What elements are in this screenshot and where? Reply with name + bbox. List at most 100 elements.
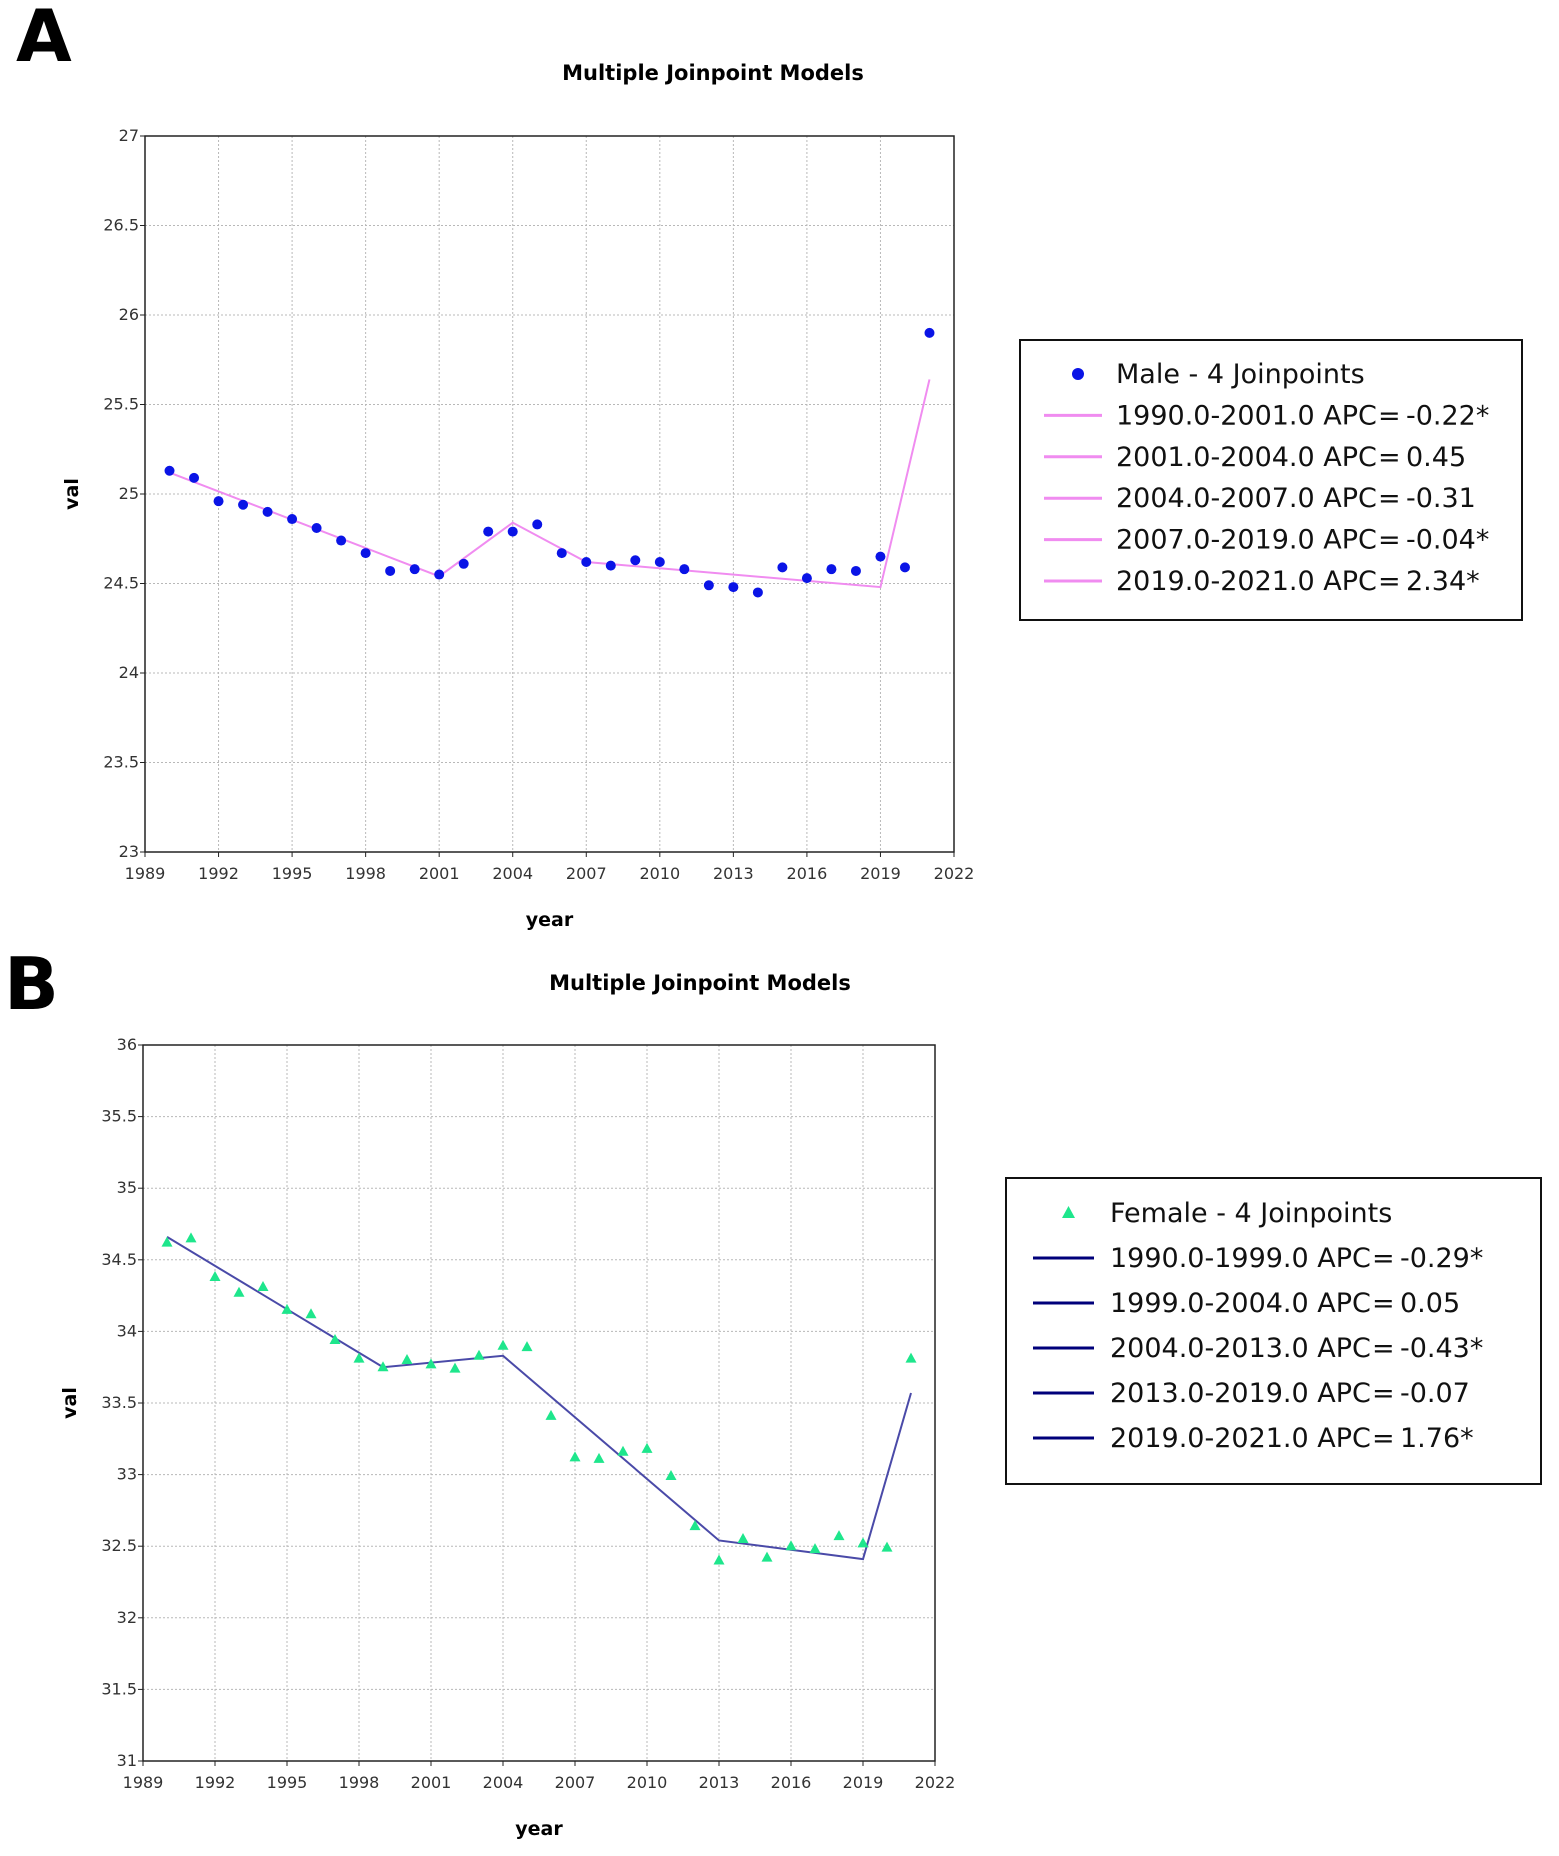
legend-entry-segment: 2004.0-2007.0 APC= -0.31 — [1116, 483, 1476, 514]
legend-entry-segment: 2019.0-2021.0 APC= 2.34* — [1116, 566, 1480, 597]
x-tick-label: 2022 — [934, 864, 975, 883]
legend-entry-segment: 2019.0-2021.0 APC= 1.76* — [1110, 1423, 1474, 1454]
data-point — [449, 1362, 461, 1373]
data-point — [161, 1236, 173, 1247]
data-point — [809, 1543, 821, 1554]
y-tick-label: 25.5 — [103, 395, 139, 414]
x-tick-label: 2019 — [843, 1773, 884, 1792]
legend-box — [1019, 339, 1523, 621]
data-point — [311, 523, 322, 534]
chart-title: Multiple Joinpoint Models — [549, 971, 851, 995]
y-tick-label: 33.5 — [101, 1393, 137, 1412]
x-tick-label: 1992 — [195, 1773, 236, 1792]
x-tick-label: 2001 — [411, 1773, 452, 1792]
y-axis-label: val — [59, 1387, 81, 1419]
y-tick-label: 36 — [117, 1035, 137, 1054]
x-tick-label: 2004 — [483, 1773, 524, 1792]
fitted-joinpoint-line — [166, 1236, 912, 1561]
y-tick-label: 34 — [117, 1321, 137, 1340]
x-tick-label: 1989 — [123, 1773, 164, 1792]
legend-entry-segment: 1990.0-1999.0 APC= -0.29* — [1110, 1243, 1483, 1274]
data-point — [689, 1520, 701, 1531]
data-point — [737, 1533, 749, 1544]
data-point — [703, 580, 714, 591]
y-tick-label: 31 — [117, 1751, 137, 1770]
legend-entry-segment: 2013.0-2019.0 APC= -0.07 — [1110, 1378, 1470, 1409]
data-point — [833, 1530, 845, 1541]
x-tick-label: 2007 — [555, 1773, 596, 1792]
x-axis-label: year — [526, 909, 574, 931]
fitted-joinpoint-line — [169, 379, 931, 589]
data-point — [409, 564, 420, 575]
data-point — [641, 1442, 653, 1453]
grid — [144, 135, 955, 853]
legend-entry-segment: 2001.0-2004.0 APC= 0.45 — [1116, 442, 1466, 473]
data-point — [761, 1551, 773, 1562]
data-point — [679, 564, 690, 575]
data-point — [336, 535, 347, 546]
data-point — [521, 1341, 533, 1352]
data-point — [630, 555, 641, 566]
x-tick-label: 1998 — [339, 1773, 380, 1792]
legend-marker — [1072, 368, 1084, 380]
observed-series — [164, 327, 935, 598]
data-point — [826, 564, 837, 575]
data-point — [899, 562, 910, 573]
data-point — [233, 1286, 245, 1297]
data-point — [434, 569, 445, 580]
data-point — [287, 514, 298, 525]
data-point — [713, 1554, 725, 1565]
y-tick-label: 23 — [119, 842, 139, 861]
data-point — [752, 587, 763, 598]
data-point — [209, 1270, 221, 1281]
data-point — [401, 1354, 413, 1365]
legend-entry-segment: 2004.0-2013.0 APC= -0.43* — [1110, 1333, 1483, 1364]
data-point — [924, 327, 935, 338]
legend-entry-segment: 2007.0-2019.0 APC= -0.04* — [1116, 525, 1489, 556]
y-tick-label: 32.5 — [101, 1536, 137, 1555]
legend-entry-segment: 1990.0-2001.0 APC= -0.22* — [1116, 400, 1489, 431]
x-axis-label: year — [515, 1818, 563, 1840]
data-point — [305, 1308, 317, 1319]
data-point — [532, 519, 543, 530]
grid — [142, 1044, 936, 1762]
x-tick-label: 2010 — [639, 864, 680, 883]
legend-marker — [1062, 1206, 1075, 1218]
y-tick-label: 26.5 — [103, 216, 139, 235]
data-point — [377, 1361, 389, 1372]
data-point — [569, 1451, 581, 1462]
legend-entry-observed: Male - 4 Joinpoints — [1116, 359, 1365, 390]
data-point — [458, 558, 469, 569]
data-point — [497, 1339, 509, 1350]
legend-entry-observed: Female - 4 Joinpoints — [1110, 1198, 1392, 1229]
y-tick-label: 24.5 — [103, 574, 139, 593]
chart-title: Multiple Joinpoint Models — [562, 61, 864, 85]
observed-series — [161, 1232, 917, 1565]
y-tick-label: 35.5 — [101, 1107, 137, 1126]
data-point — [262, 506, 273, 517]
data-point — [483, 526, 494, 537]
y-tick-label: 24 — [119, 663, 139, 682]
data-point — [189, 472, 200, 483]
data-point — [777, 562, 788, 573]
data-point — [213, 496, 224, 507]
chart-b: Multiple Joinpoint Models 1989 1992 1995 199… — [59, 971, 1542, 1840]
data-point — [728, 582, 739, 593]
data-point — [581, 557, 592, 568]
data-point — [881, 1541, 893, 1552]
x-tick-label: 1989 — [125, 864, 166, 883]
x-tick-label: 2010 — [627, 1773, 668, 1792]
x-tick-label: 2013 — [713, 864, 754, 883]
y-tick-label: 23.5 — [103, 753, 139, 772]
x-tick-label: 2001 — [419, 864, 460, 883]
legend-entry-segment: 1999.0-2004.0 APC= 0.05 — [1110, 1288, 1460, 1319]
panel-label-b: B — [4, 942, 59, 1026]
data-point — [850, 565, 861, 576]
data-point — [665, 1470, 677, 1481]
data-point — [593, 1452, 605, 1463]
legend: Male - 4 Joinpoints 1990.0-2001.0 APC= -0.… — [1019, 339, 1523, 621]
x-tick-label: 2004 — [492, 864, 533, 883]
legend-box — [1005, 1177, 1542, 1485]
data-point — [329, 1333, 341, 1344]
